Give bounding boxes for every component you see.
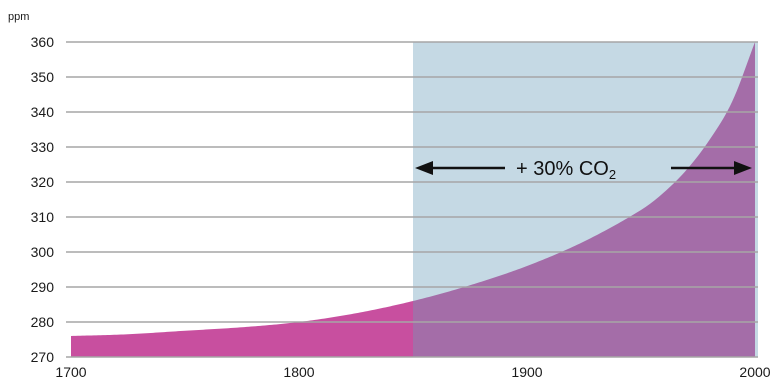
x-tick-label: 1700 — [55, 364, 86, 380]
annotation-arrowhead-right — [734, 161, 752, 175]
annotation-text-main: + 30% CO — [516, 158, 609, 180]
y-tick-label: 320 — [31, 174, 55, 190]
x-tick-label-layer: 1700 1800 1900 2000 — [55, 364, 770, 380]
annotation-text-subscript: 2 — [609, 167, 616, 182]
y-tick-label: 310 — [31, 209, 55, 225]
area-post-1850 — [413, 42, 755, 357]
y-tick-label-layer: 270 280 290 300 310 320 330 340 350 360 — [31, 34, 55, 365]
y-tick-label: 270 — [31, 349, 55, 365]
x-tick-label: 1800 — [283, 364, 314, 380]
y-unit-label: ppm — [8, 11, 29, 23]
y-tick-label: 290 — [31, 279, 55, 295]
y-tick-label: 330 — [31, 139, 55, 155]
annotation-layer: + 30% CO2 — [415, 158, 752, 182]
y-tick-label: 360 — [31, 34, 55, 50]
y-tick-label: 350 — [31, 69, 55, 85]
annotation-arrowhead-left — [415, 161, 433, 175]
x-tick-label: 2000 — [739, 364, 770, 380]
area-layer — [71, 42, 755, 357]
annotation-text: + 30% CO2 — [516, 158, 616, 182]
y-tick-label: 280 — [31, 314, 55, 330]
area-pre-1850 — [71, 301, 413, 357]
y-tick-label: 340 — [31, 104, 55, 120]
y-tick-label: 300 — [31, 244, 55, 260]
x-tick-label: 1900 — [511, 364, 542, 380]
gridline-layer — [66, 41, 758, 358]
